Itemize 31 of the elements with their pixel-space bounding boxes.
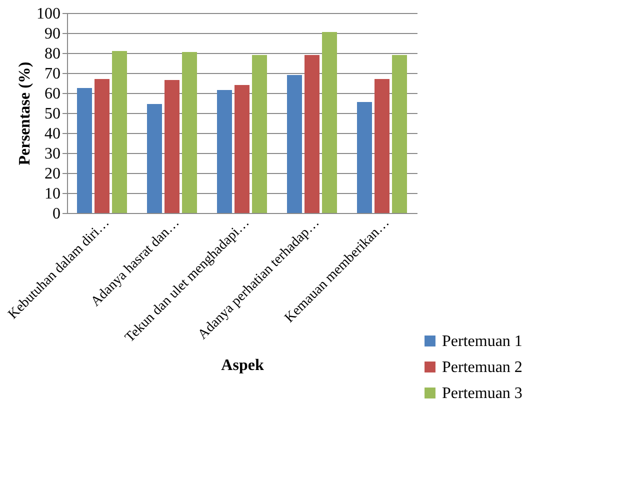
bar — [164, 80, 180, 213]
bar — [147, 104, 162, 213]
bar — [112, 51, 127, 213]
y-tick-label: 100 — [36, 6, 60, 22]
y-tick-label: 90 — [44, 26, 60, 42]
bar — [322, 32, 337, 213]
bar — [77, 88, 92, 213]
y-tick-label: 0 — [52, 206, 60, 222]
y-tick-label: 60 — [44, 86, 60, 102]
bar — [94, 79, 110, 213]
y-tick-label: 20 — [44, 166, 60, 182]
bar — [287, 75, 302, 213]
bar — [357, 102, 372, 213]
bar — [182, 52, 197, 213]
bar — [252, 55, 267, 213]
bar — [234, 85, 250, 213]
bar — [374, 79, 390, 213]
legend-label: Pertemuan 2 — [442, 359, 522, 376]
bar — [217, 90, 232, 213]
bar — [304, 55, 320, 213]
y-tick-label: 70 — [44, 66, 60, 82]
bar — [392, 55, 407, 213]
legend-label: Pertemuan 3 — [442, 385, 522, 402]
y-tick-label: 10 — [44, 186, 60, 202]
y-axis-title: Persentase (%) — [16, 62, 34, 166]
x-axis-title: Aspek — [221, 356, 264, 374]
y-tick-label: 50 — [44, 106, 60, 122]
legend-label: Pertemuan 1 — [442, 333, 522, 350]
y-tick-label: 80 — [44, 46, 60, 62]
y-tick-label: 30 — [44, 146, 60, 162]
y-tick-label: 40 — [44, 126, 60, 142]
